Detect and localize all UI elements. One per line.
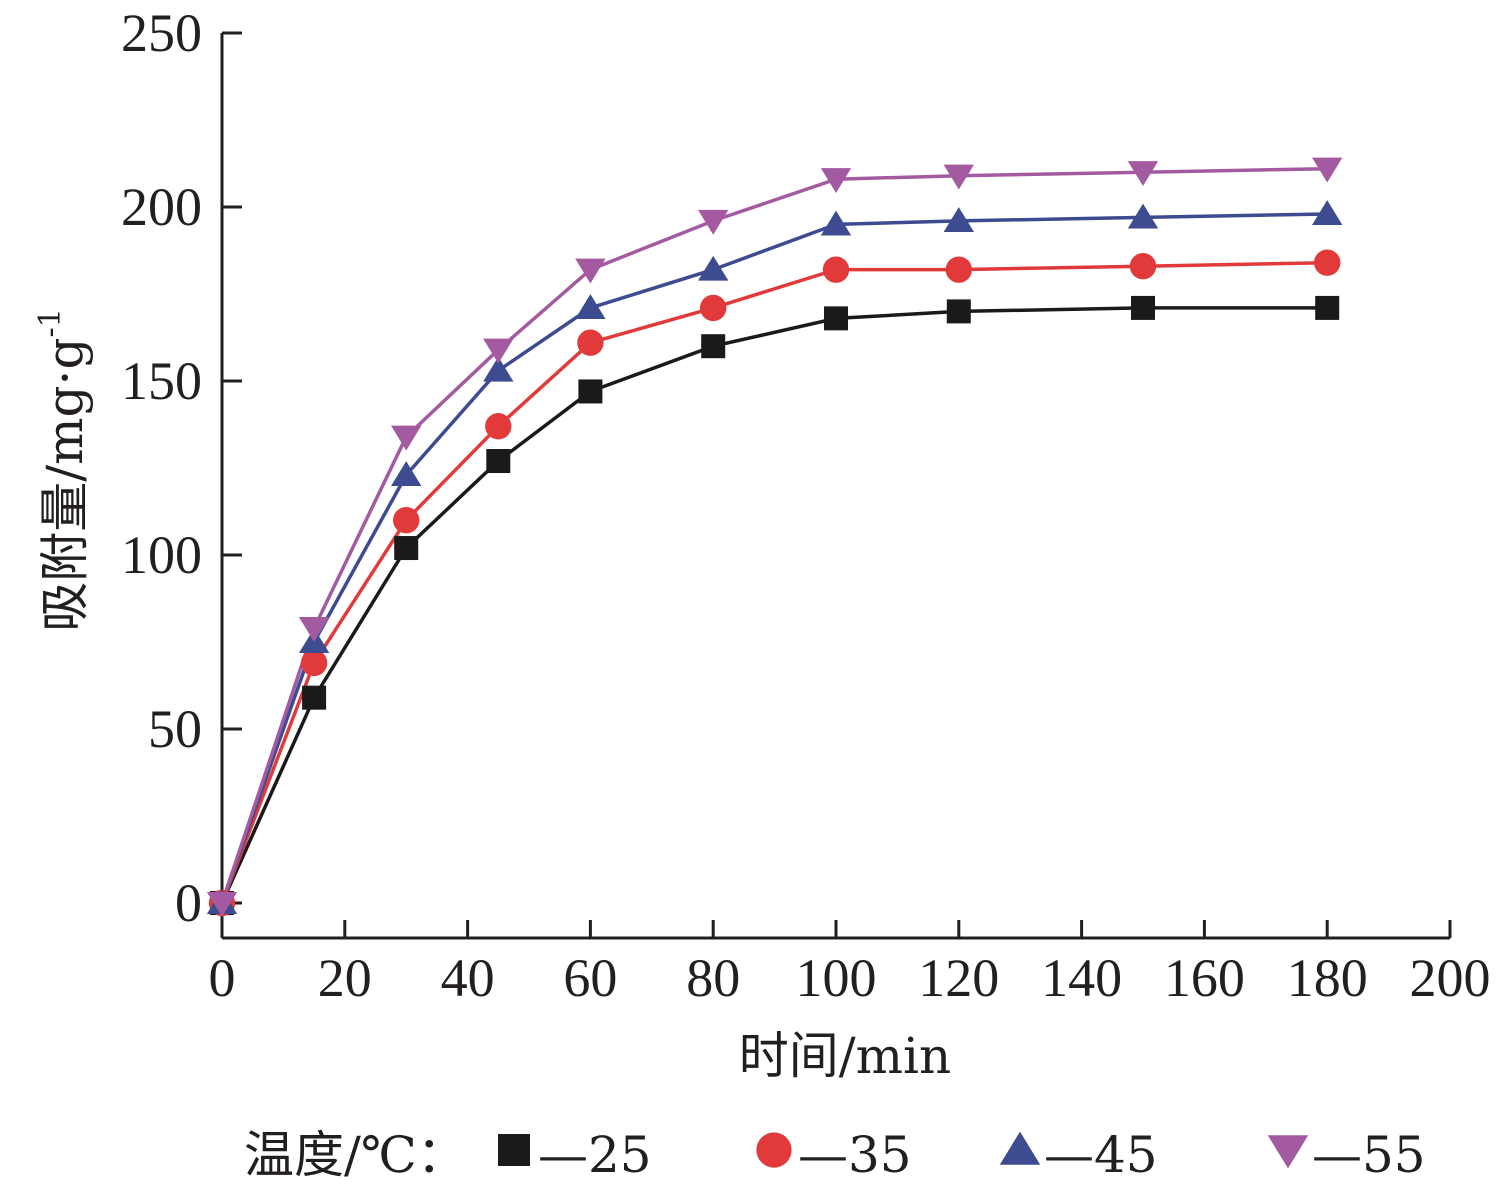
data-point-35 xyxy=(300,649,328,677)
data-point-55 xyxy=(820,168,852,193)
data-point-25 xyxy=(1131,295,1155,320)
data-point-35 xyxy=(577,329,604,356)
legend-label-25: —25 xyxy=(538,1126,652,1184)
data-point-55 xyxy=(298,617,330,642)
legend-label-55: —55 xyxy=(1312,1126,1426,1184)
series-markers xyxy=(206,157,1343,917)
x-tick-label: 80 xyxy=(686,948,740,1008)
y-tick-label: 0 xyxy=(175,873,202,933)
data-point-35 xyxy=(1129,252,1157,280)
legend: 温度/℃： —25 —35 —45 —55 xyxy=(244,1126,1426,1184)
legend-marker-25 xyxy=(498,1134,530,1166)
legend-marker-45 xyxy=(999,1131,1041,1165)
x-tick-label: 20 xyxy=(318,948,372,1008)
x-tick-label: 40 xyxy=(441,948,495,1008)
x-tick-label: 180 xyxy=(1287,948,1368,1008)
legend-label-45: —45 xyxy=(1044,1126,1158,1184)
data-point-25 xyxy=(486,449,511,474)
data-point-55 xyxy=(206,891,238,917)
data-point-55 xyxy=(943,164,974,190)
series-line-55 xyxy=(220,166,1328,904)
series-line-45 xyxy=(220,212,1328,904)
data-point-45 xyxy=(575,294,606,319)
x-tick-label: 120 xyxy=(918,948,999,1008)
x-axis-title: 时间/min xyxy=(739,1027,951,1085)
y-tick-label: 200 xyxy=(121,177,202,237)
data-point-45 xyxy=(391,461,422,486)
data-point-55 xyxy=(1127,161,1159,186)
data-point-35 xyxy=(1314,249,1341,276)
y-tick-label: 150 xyxy=(121,351,202,411)
data-point-35 xyxy=(485,413,512,440)
legend-label-35: —35 xyxy=(798,1126,912,1184)
data-point-55 xyxy=(698,209,729,235)
data-point-35 xyxy=(700,294,727,322)
y-axis-title-superscript: -1 xyxy=(33,308,68,337)
y-tick-label: 250 xyxy=(121,3,202,63)
data-point-45 xyxy=(698,255,729,281)
x-tick-label: 100 xyxy=(796,948,877,1008)
data-point-25 xyxy=(302,685,327,710)
data-point-45 xyxy=(820,210,852,236)
data-point-25 xyxy=(946,299,971,324)
y-axis-title: 吸附量/mg·g-1 xyxy=(33,308,94,631)
data-point-55 xyxy=(1312,157,1343,183)
x-tick-label: 60 xyxy=(563,948,617,1008)
x-tick-label: 160 xyxy=(1164,948,1245,1008)
x-tick-label: 200 xyxy=(1410,948,1491,1008)
data-point-25 xyxy=(1315,295,1340,320)
series-line-35 xyxy=(220,260,1328,904)
data-point-25 xyxy=(578,379,603,404)
data-point-55 xyxy=(575,258,606,284)
data-point-45 xyxy=(483,356,514,382)
data-point-25 xyxy=(394,536,419,561)
y-tick-label: 50 xyxy=(148,699,202,759)
y-axis-title-text: 吸附量/mg·g xyxy=(36,338,94,632)
x-tick-label: 0 xyxy=(209,948,236,1008)
series-line-25 xyxy=(220,306,1328,904)
data-point-45 xyxy=(1127,203,1159,229)
data-point-45 xyxy=(1312,200,1343,225)
data-point-45 xyxy=(943,207,974,232)
data-point-25 xyxy=(824,306,848,331)
series-lines xyxy=(220,166,1328,904)
legend-marker-35 xyxy=(756,1132,792,1168)
x-tick-label: 140 xyxy=(1041,948,1122,1008)
data-point-25 xyxy=(701,334,726,359)
data-point-35 xyxy=(393,507,420,534)
legend-marker-55 xyxy=(1267,1135,1309,1169)
y-tick-label: 100 xyxy=(121,525,202,585)
legend-title: 温度/℃： xyxy=(244,1126,467,1184)
data-point-35 xyxy=(945,256,972,283)
data-point-55 xyxy=(483,338,514,364)
data-point-55 xyxy=(391,425,422,451)
axes: 0 50 100 150 200 250 0 20 40 60 80 100 120 140 160 180 2… xyxy=(121,3,1491,1008)
data-point-35 xyxy=(822,256,850,283)
